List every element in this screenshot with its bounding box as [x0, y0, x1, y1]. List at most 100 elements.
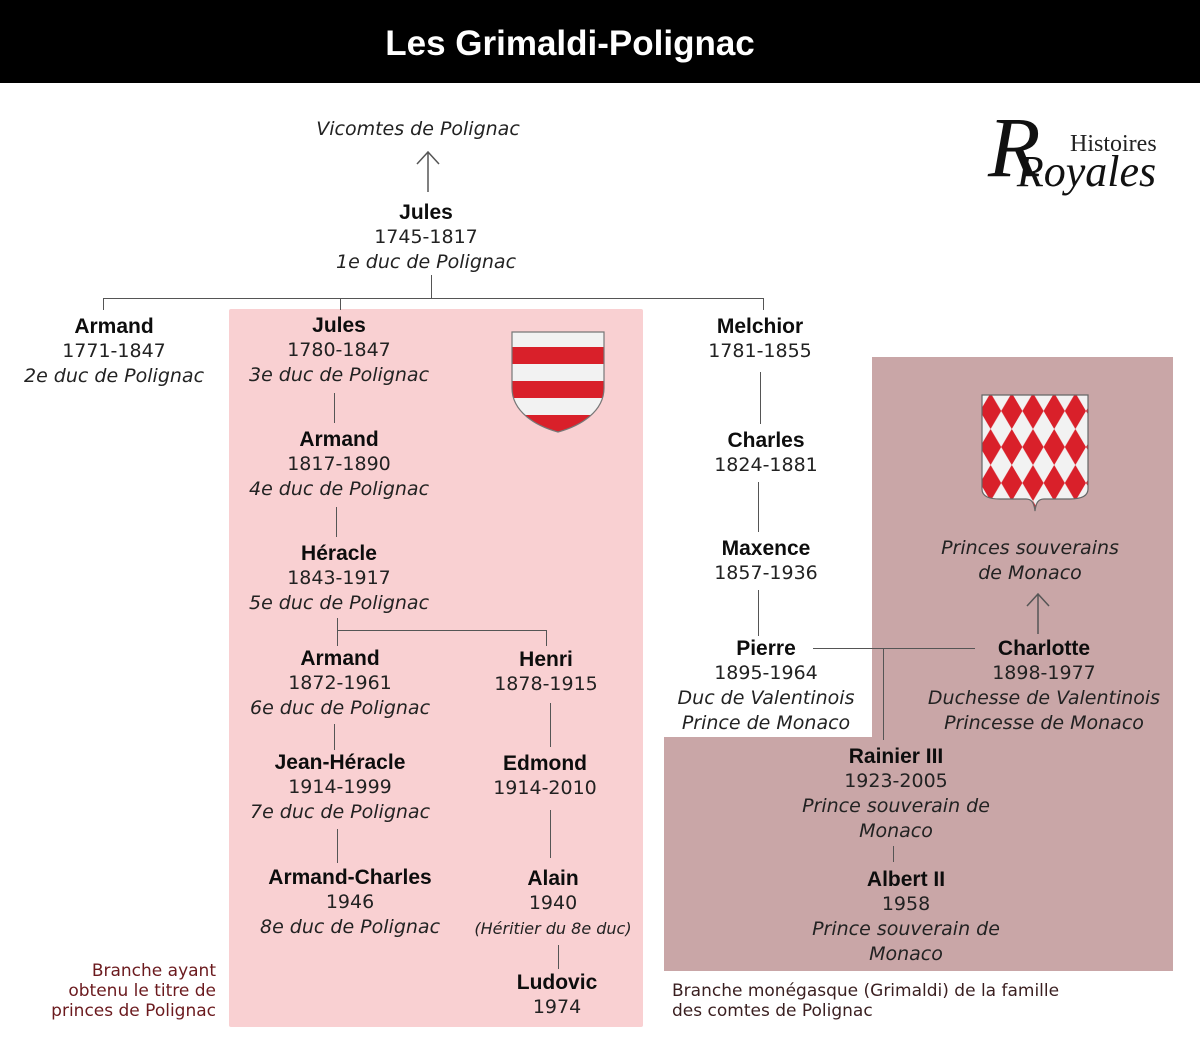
person-name: Ludovic [516, 971, 598, 994]
connector-line [337, 630, 547, 631]
connector-line [337, 618, 338, 646]
logo-line-2-text: Royales [1016, 147, 1157, 196]
caption-line: des comtes de Polignac [672, 1001, 873, 1021]
person-title: 8e duc de Polignac [259, 916, 441, 938]
node-albert-ii: Albert II 1958 Prince souverain de Monac… [812, 867, 1000, 967]
person-years: 1923-2005 [844, 770, 948, 792]
person-years: 1878-1915 [494, 673, 598, 695]
person-years: 1898-1977 [992, 662, 1096, 684]
person-years: 1895-1964 [714, 662, 818, 684]
person-name: Armand [300, 647, 380, 670]
logo-initial: R [988, 99, 1041, 195]
person-title: 5e duc de Polignac [248, 592, 430, 614]
connector-line [558, 945, 559, 969]
arrow-up-icon [1026, 592, 1050, 634]
node-jules-3e-duc: Jules 1780-1847 3e duc de Polignac [249, 313, 429, 388]
person-years: 1817-1890 [287, 453, 391, 475]
node-melchior: Melchior 1781-1855 [708, 314, 812, 364]
person-title: Monaco [859, 820, 933, 842]
person-name: Albert II [866, 868, 946, 891]
connector-line [550, 703, 551, 747]
histoires-royales-logo: R Histoires RRoyales [988, 104, 1178, 208]
person-title: Prince de Monaco [681, 712, 851, 734]
princes-branch-caption: Branche ayant obtenu le titre de princes… [51, 961, 216, 1021]
person-name: Charles [727, 429, 805, 452]
person-name: Jules [399, 201, 453, 224]
page-title: Les Grimaldi-Polignac [385, 24, 755, 63]
person-name: Alain [527, 867, 579, 890]
origin-label-line: de Monaco [978, 562, 1082, 584]
caption-line: Branche monégasque (Grimaldi) de la fami… [672, 981, 1060, 1001]
person-years: 1946 [325, 891, 375, 913]
connector-line [758, 482, 759, 532]
person-years: 1958 [881, 893, 931, 915]
person-name: Jean-Héracle [274, 751, 406, 774]
person-years: 1872-1961 [288, 672, 392, 694]
origin-label-vicomtes: Vicomtes de Polignac [316, 118, 520, 140]
person-years: 1781-1855 [708, 340, 812, 362]
person-title: 3e duc de Polignac [248, 364, 430, 386]
person-name: Pierre [736, 637, 796, 660]
person-title: Duchesse de Valentinois [927, 687, 1161, 709]
node-edmond: Edmond 1914-2010 [493, 751, 597, 801]
node-armand-6e-duc: Armand 1872-1961 6e duc de Polignac [250, 646, 430, 721]
person-years: 1780-1847 [287, 339, 391, 361]
person-title: 7e duc de Polignac [249, 801, 431, 823]
caption-line: Branche ayant [91, 961, 216, 981]
person-name: Héracle [301, 542, 377, 565]
princes-polignac-branch-panel [229, 309, 643, 1027]
person-name: Maxence [721, 537, 811, 560]
caption-line: obtenu le titre de [68, 981, 216, 1001]
person-name: Armand [74, 315, 154, 338]
person-title: 1e duc de Polignac [335, 251, 517, 273]
person-title: Duc de Valentinois [677, 687, 855, 709]
connector-line [431, 275, 432, 298]
person-years: 1974 [532, 996, 582, 1018]
person-years: 1914-2010 [493, 777, 597, 799]
monaco-branch-panel-bottom [664, 737, 1173, 971]
node-ludovic: Ludovic 1974 [517, 970, 598, 1020]
person-name: Armand-Charles [268, 866, 432, 889]
connector-line [760, 372, 761, 424]
person-years: 1824-1881 [714, 454, 818, 476]
person-years: 1940 [528, 892, 578, 914]
connector-line [103, 298, 763, 299]
person-title: (Héritier du 8e duc) [474, 919, 632, 938]
node-jean-heracle-7e-duc: Jean-Héracle 1914-1999 7e duc de Poligna… [250, 750, 430, 825]
node-armand-2e-duc: Armand 1771-1847 2e duc de Polignac [24, 314, 204, 389]
caption-line: princes de Polignac [51, 1001, 216, 1021]
polignac-coat-of-arms-icon [511, 331, 605, 433]
person-title: 4e duc de Polignac [248, 478, 430, 500]
person-name: Jules [312, 314, 366, 337]
arrow-up-icon [416, 150, 440, 192]
person-name: Henri [519, 648, 573, 671]
person-title: 2e duc de Polignac [23, 365, 205, 387]
connector-line [883, 648, 884, 740]
person-years: 1771-1847 [62, 340, 166, 362]
connector-line [893, 846, 894, 862]
node-armand-4e-duc: Armand 1817-1890 4e duc de Polignac [249, 427, 429, 502]
logo-line-2: RRoyales [1016, 147, 1157, 196]
person-name: Charlotte [997, 637, 1091, 660]
connector-line [334, 724, 335, 750]
person-years: 1745-1817 [374, 226, 478, 248]
monaco-branch-caption: Branche monégasque (Grimaldi) de la fami… [672, 981, 1059, 1021]
connector-line [336, 507, 337, 537]
connector-line [103, 298, 104, 310]
person-title: 6e duc de Polignac [249, 697, 431, 719]
logo-line-1: Histoires [1070, 131, 1157, 157]
node-heracle-5e-duc: Héracle 1843-1917 5e duc de Polignac [249, 541, 429, 616]
person-title: Princesse de Monaco [944, 712, 1144, 734]
marriage-line [813, 648, 975, 649]
node-armand-charles-8e-duc: Armand-Charles 1946 8e duc de Polignac [260, 865, 440, 940]
origin-label-line: Princes souverains [941, 537, 1119, 559]
person-name: Armand [299, 428, 379, 451]
origin-label-princes-souverains: Princes souverains de Monaco [941, 536, 1119, 586]
person-name: Rainier III [848, 745, 944, 768]
node-alain: Alain 1940 (Héritier du 8e duc) [474, 866, 631, 941]
node-jules-1e-duc: Jules 1745-1817 1e duc de Polignac [336, 200, 516, 275]
monaco-coat-of-arms-icon [981, 394, 1089, 512]
person-years: 1857-1936 [714, 562, 818, 584]
connector-line [758, 590, 759, 636]
person-years: 1843-1917 [287, 567, 391, 589]
